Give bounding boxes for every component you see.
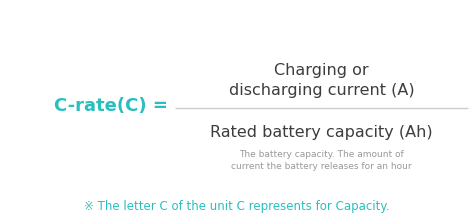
Text: The battery capacity. The amount of: The battery capacity. The amount of — [239, 149, 404, 159]
Text: Rated battery capacity (Ah): Rated battery capacity (Ah) — [210, 125, 433, 140]
Text: current the battery releases for an hour: current the battery releases for an hour — [231, 162, 412, 170]
Text: C-rate(C) =: C-rate(C) = — [54, 97, 168, 115]
Text: ※ The letter C of the unit C represents for Capacity.: ※ The letter C of the unit C represents … — [84, 200, 390, 213]
Text: Charging or: Charging or — [274, 62, 369, 78]
Text: discharging current (A): discharging current (A) — [228, 82, 414, 97]
